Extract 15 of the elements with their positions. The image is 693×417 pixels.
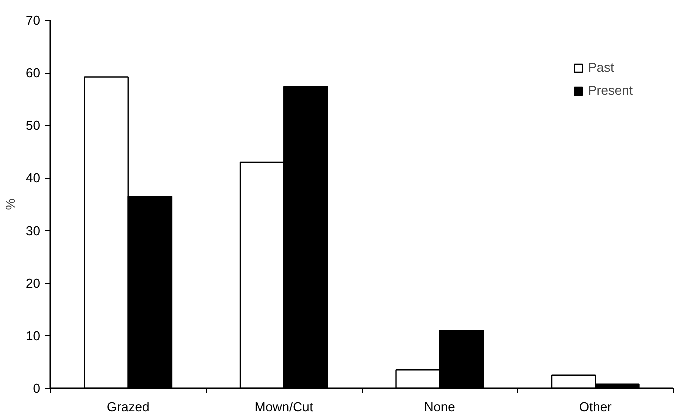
y-tick-label: 50 (26, 118, 41, 134)
y-tick-label: 40 (26, 170, 41, 186)
y-tick-label: 20 (26, 276, 41, 291)
x-tick-label: Other (579, 400, 613, 414)
legend-label: Past (588, 60, 614, 75)
y-tick-label: 30 (26, 223, 41, 238)
x-tick-label: Mown/Cut (254, 400, 314, 414)
y-axis-title: % (3, 198, 18, 210)
x-tick-label: None (424, 400, 456, 414)
y-tick-label: 70 (26, 13, 41, 28)
legend-label: Present (588, 83, 633, 98)
y-tick-label: 10 (26, 328, 41, 344)
x-tick-label: Grazed (107, 400, 150, 414)
y-tick-label: 60 (26, 66, 41, 81)
y-tick-label: 0 (33, 381, 41, 396)
